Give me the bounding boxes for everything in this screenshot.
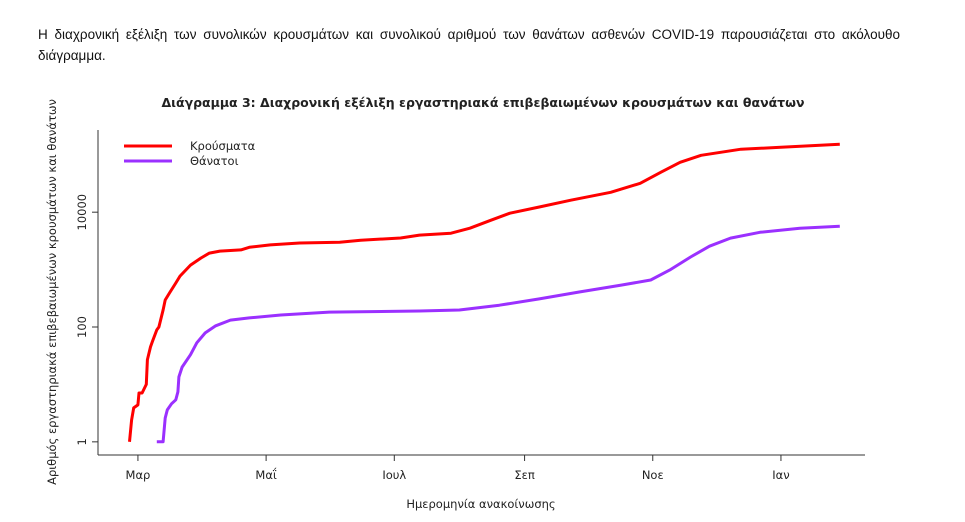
series-line-cases bbox=[128, 142, 840, 442]
series-line-deaths bbox=[156, 224, 840, 444]
x-tick-label: Μαΐ bbox=[255, 467, 277, 482]
y-axis-label: Αριθμός εργαστηριακά επιβεβαιωμένων κρου… bbox=[45, 99, 59, 485]
legend-label-cases: Κρούσματα bbox=[190, 139, 256, 153]
chart-title: Διάγραμμα 3: Διαχρονική εξέλιξη εργαστηρ… bbox=[161, 95, 804, 110]
y-tick-label: 1 bbox=[75, 438, 89, 445]
intro-paragraph: Η διαχρονική εξέλιξη των συνολικών κρουσ… bbox=[38, 27, 900, 63]
legend: Κρούσματα Θάνατοι bbox=[124, 139, 256, 168]
y-tick-label: 100 bbox=[75, 316, 89, 338]
x-tick-label: Σεπ bbox=[514, 468, 534, 482]
y-tick-label: 10000 bbox=[75, 194, 89, 231]
legend-label-deaths: Θάνατοι bbox=[190, 154, 239, 168]
x-tick-label: Ιαν bbox=[772, 468, 789, 482]
x-tick-label: Νοε bbox=[642, 468, 664, 482]
x-tick-label: Ιουλ bbox=[382, 468, 406, 482]
x-tick-label: Μαρ bbox=[126, 468, 151, 482]
x-axis-label: Ημερομηνία ανακοίνωσης bbox=[406, 497, 555, 511]
